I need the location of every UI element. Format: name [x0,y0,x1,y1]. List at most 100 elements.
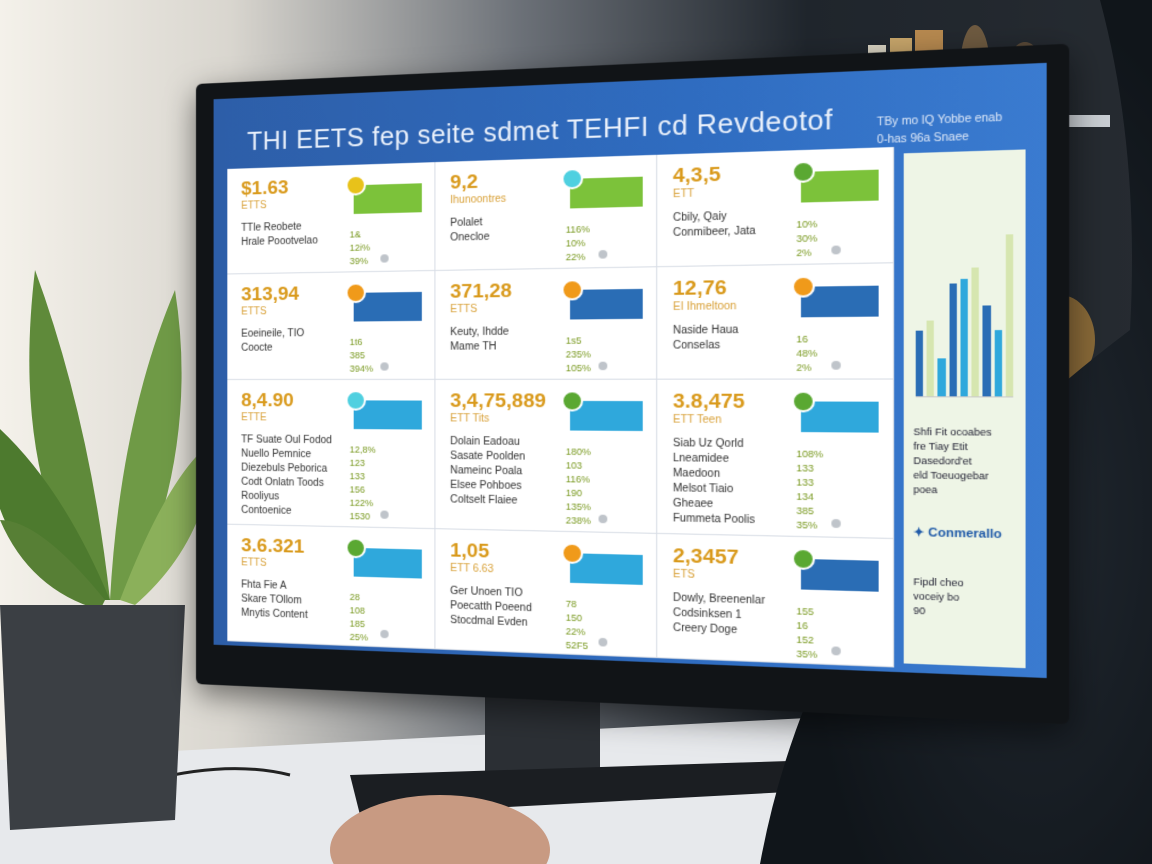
metric-label: Coltselt Flaiee [450,494,518,508]
metric-stat: 108 [349,605,365,617]
metric-card[interactable]: 9,2 Ihunoontres Polalet Onecloe 116% 10% 22% [435,154,658,272]
metric-stats: 108% 133 133 134 385 35% [796,448,823,534]
metric-labels: Siab Uz Qorld Lneamidee Maedoon Melsot Tiai… [673,437,799,530]
metric-card[interactable]: 8,4.90 ETTE TF Suate Oul Fodod Nuello Pemni… [227,380,436,530]
metric-stats: 16 48% 2% [796,333,817,376]
metric-stat: 2% [796,362,812,374]
metric-card[interactable]: 3,4,75,889 ETT Tits Dolain Eadoau Sasate Po… [435,380,658,535]
metric-label: Fummeta Poolis [672,513,755,527]
metric-stat: 78 [565,598,577,610]
sidebar-text-line: fre Tiay Etit [913,440,968,453]
metric-label: Diezebuls Peborica [241,462,328,476]
metric-label: Nameinc Poala [450,465,523,478]
metric-card[interactable]: 313,94 ETTS Eoeineile, TIO Coocte 1t6 385 394% [227,271,436,381]
metric-stats: 1& 12i% 39% [350,228,370,268]
metric-stat: 156 [349,484,365,496]
status-dot-icon [380,254,389,263]
metric-stat: 35% [796,519,818,532]
metric-stat: 2% [796,247,812,259]
metric-stat: 394% [349,363,374,374]
metric-labels: Dowly, Breenenlar Codsinksen 1 Creery Doge [673,592,799,642]
metric-stats: 116% 10% 22% [566,223,590,265]
monitor: THI EETS fep seite sdmet TEHFI cd Revdeo… [196,43,1070,725]
metric-stat: 28 [349,592,360,603]
metric-stat: 116% [565,474,591,486]
metric-stat: 385 [349,350,365,361]
metric-label: Contoenice [241,505,292,518]
metric-label: Conmibeer, Jata [672,225,756,240]
header-info-line: 0-has 96a Snaee [876,131,969,147]
metric-label: Keuty, Ihdde [450,326,509,339]
metric-card[interactable]: 4,3,5 ETT Cbily, Qaiy Conmibeer, Jata 10% 30%… [657,147,895,268]
metric-label: Maedoon [672,468,721,481]
metric-stat: 12,8% [349,444,376,456]
metric-labels: Fhta Fie A Skare TOllom Mnytis Content [241,579,352,625]
header-info: TBy mo IQ Yobbe enab 0-has 96a Snaee [877,110,1002,150]
metric-stat: 385 [796,505,814,517]
metric-labels: TF Suate Oul Fodod Nuello Pemnice Diezebul… [241,434,352,521]
metric-stats: 12,8% 123 133 156 122% 1530 [350,444,376,524]
sidebar-text-line: 90 [913,604,926,617]
metric-stat: 12i% [349,242,371,253]
metric-stat: 16 [796,620,808,632]
metric-label: Siab Uz Qorld [672,438,744,451]
metric-card[interactable]: 3.6.321 ETTS Fhta Fie A Skare TOllom Mnytis … [227,524,436,650]
chart-bar [1005,234,1014,397]
status-dot-icon [598,637,608,647]
metric-label: Hrale Poootvelao [241,235,318,249]
metric-stat: 48% [796,348,818,360]
status-dot-icon [598,362,608,371]
metric-stat: 150 [565,612,583,624]
metric-labels: Naside Haua Conselas [673,323,799,354]
metric-label: Naside Haua [672,324,739,337]
chart-bar [949,283,957,397]
metric-labels: Eoeineile, TIO Coocte [241,327,352,356]
metric-card[interactable]: 2,3457 ETS Dowly, Breenenlar Codsinksen 1 Cr… [657,534,895,668]
metric-labels: Keuty, Ihdde Mame TH [450,325,568,355]
metric-label: Eoeineile, TIO [241,328,305,340]
metric-stats: 1t6 385 394% [350,336,374,376]
metric-card[interactable]: 3.8,475 ETT Teen Siab Uz Qorld Lneamidee Mae… [657,379,895,540]
metric-label: Sasate Poolden [450,450,526,464]
potted-plant [0,270,215,830]
metric-stats: 180% 103 116% 190 135% 238% [566,446,591,529]
metric-card[interactable]: 12,76 EI Ihmeltoon Naside Haua Conselas 16 48… [657,263,895,381]
metric-stat: 116% [565,223,591,235]
metric-stat: 52F5 [565,640,589,652]
metric-stat: 134 [796,491,814,503]
metric-stat: 22% [565,626,586,638]
metric-stats: 78 150 22% 52F5 [566,598,588,654]
metric-label: Onecloe [450,231,490,244]
chart-bar [960,279,968,397]
metric-stat: 133 [796,462,814,475]
metric-card[interactable]: $1.63 ETTS TTle Reobete Hrale Poootvelao 1& 1… [227,162,436,275]
status-dot-icon [380,362,389,371]
metric-label: Mnytis Content [241,607,308,622]
dashboard-screen: THI EETS fep seite sdmet TEHFI cd Revdeo… [213,62,1047,679]
sidebar-text-line: Dasedord'et [913,455,972,467]
metric-stat: 185 [349,618,365,630]
sidebar-logo[interactable]: ✦ Conmerallo [913,526,1002,542]
metric-stat: 108% [796,448,824,461]
metric-label: Lneamidee [672,453,729,466]
metric-card[interactable]: 1,05 ETT 6.63 Ger Unoen TIO Poecatth Poeend… [435,529,658,659]
metric-stat: 1t6 [349,336,363,348]
metric-stat: 22% [565,251,586,263]
sidebar-text-2: Fipdl cheo voceiy bo 90 [913,575,963,620]
logo-text: Conmerallo [928,526,1002,542]
status-dot-icon [380,510,389,520]
metric-stats: 28 108 185 25% [350,591,368,645]
metric-stat: 35% [796,648,818,661]
metric-card-grid: $1.63 ETTS TTle Reobete Hrale Poootvelao 1& 1… [227,147,895,668]
metric-stat: 133 [349,471,365,482]
metric-stat: 1530 [349,511,371,522]
metric-card[interactable]: 371,28 ETTS Keuty, Ihdde Mame TH 1s5 235% 105% [435,267,658,381]
metric-label: TF Suate Oul Fodod [241,434,332,447]
hand [330,795,550,864]
metric-stat: 155 [796,606,814,618]
metric-stat: 103 [565,460,583,472]
metric-stats: 155 16 152 35% [796,605,817,663]
dashboard-title: THI EETS fep seite sdmet TEHFI cd Revdeo… [247,105,834,157]
metric-stat: 30% [796,232,818,245]
chart-bar [937,358,946,397]
